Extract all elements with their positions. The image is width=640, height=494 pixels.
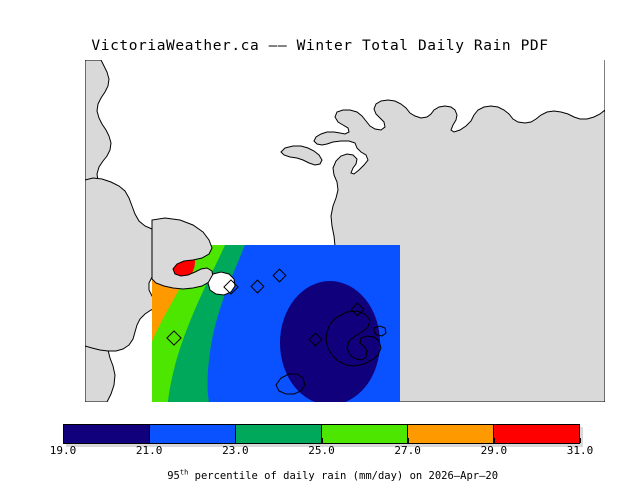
land-small-island-north (280, 145, 323, 166)
island-outline-large-east (325, 310, 382, 367)
map-canvas (85, 60, 605, 402)
colorbar-band-5[interactable] (494, 425, 579, 443)
colorbar-band-4[interactable] (408, 425, 494, 443)
page-title: VictoriaWeather.ca —— Winter Total Daily… (91, 38, 549, 54)
colorbar-tickmark-1 (149, 438, 151, 443)
colorbar-tick-labels: 19.0 21.0 23.0 25.0 27.0 29.0 31.0 (50, 438, 593, 458)
station-marker-central[interactable] (250, 279, 265, 294)
caption-percentile-number: 95 (167, 470, 180, 482)
landmass-overlay-group (151, 217, 236, 296)
colorbar[interactable] (63, 424, 583, 447)
land-coast-over-field (151, 217, 214, 290)
station-marker-east[interactable] (308, 332, 323, 347)
station-marker-west[interactable] (166, 330, 182, 346)
colorbar-tick-1: 21.0 (135, 444, 163, 457)
station-marker-north[interactable] (272, 268, 287, 283)
colorbar-tick-3: 25.0 (308, 444, 335, 457)
caption-ordinal-suffix: th (179, 468, 189, 477)
colorbar-tick-6: 31.0 (566, 444, 594, 457)
colorbar-band-1[interactable] (150, 425, 236, 443)
colorbar-tickmark-3 (321, 438, 323, 443)
colorbar-tick-2: 23.0 (222, 444, 249, 457)
colorbar-tick-4: 27.0 (394, 444, 421, 457)
colorbar-band-3[interactable] (322, 425, 408, 443)
colorbar-tickmark-5 (493, 438, 495, 443)
land-inlet-notch (207, 271, 236, 296)
colorbar-tickmark-0 (63, 438, 64, 443)
caption-rest: percentile of daily rain (mm/day) on 202… (188, 470, 499, 482)
station-marker-group[interactable] (166, 268, 365, 347)
colorbar-band-0[interactable] (64, 425, 150, 443)
contour-band-19-21 (280, 281, 380, 402)
station-marker-inlet[interactable] (223, 279, 239, 295)
map-panel[interactable] (85, 60, 605, 402)
colorbar-shadow-bottom (66, 444, 583, 447)
weather-map-figure: VictoriaWeather.ca —— Winter Total Daily… (49, 38, 605, 482)
colorbar-tick-0: 19.0 (49, 444, 77, 457)
colorbar-band-2[interactable] (236, 425, 322, 443)
colorbar-shadow-right (580, 427, 583, 447)
station-marker-southeast[interactable] (350, 302, 365, 317)
island-outline-tiny-north (373, 325, 387, 337)
colorbar-tickmark-6 (580, 438, 581, 443)
colorbar-caption: 95th percentile of daily rain (mm/day) o… (0, 458, 640, 494)
colorbar-bands[interactable] (63, 424, 580, 444)
colorbar-tickmark-2 (235, 438, 237, 443)
colorbar-tickmark-4 (407, 438, 409, 443)
island-outline-small-west (275, 373, 306, 395)
island-outline-group (275, 310, 387, 395)
colorbar-tick-5: 29.0 (480, 444, 508, 457)
